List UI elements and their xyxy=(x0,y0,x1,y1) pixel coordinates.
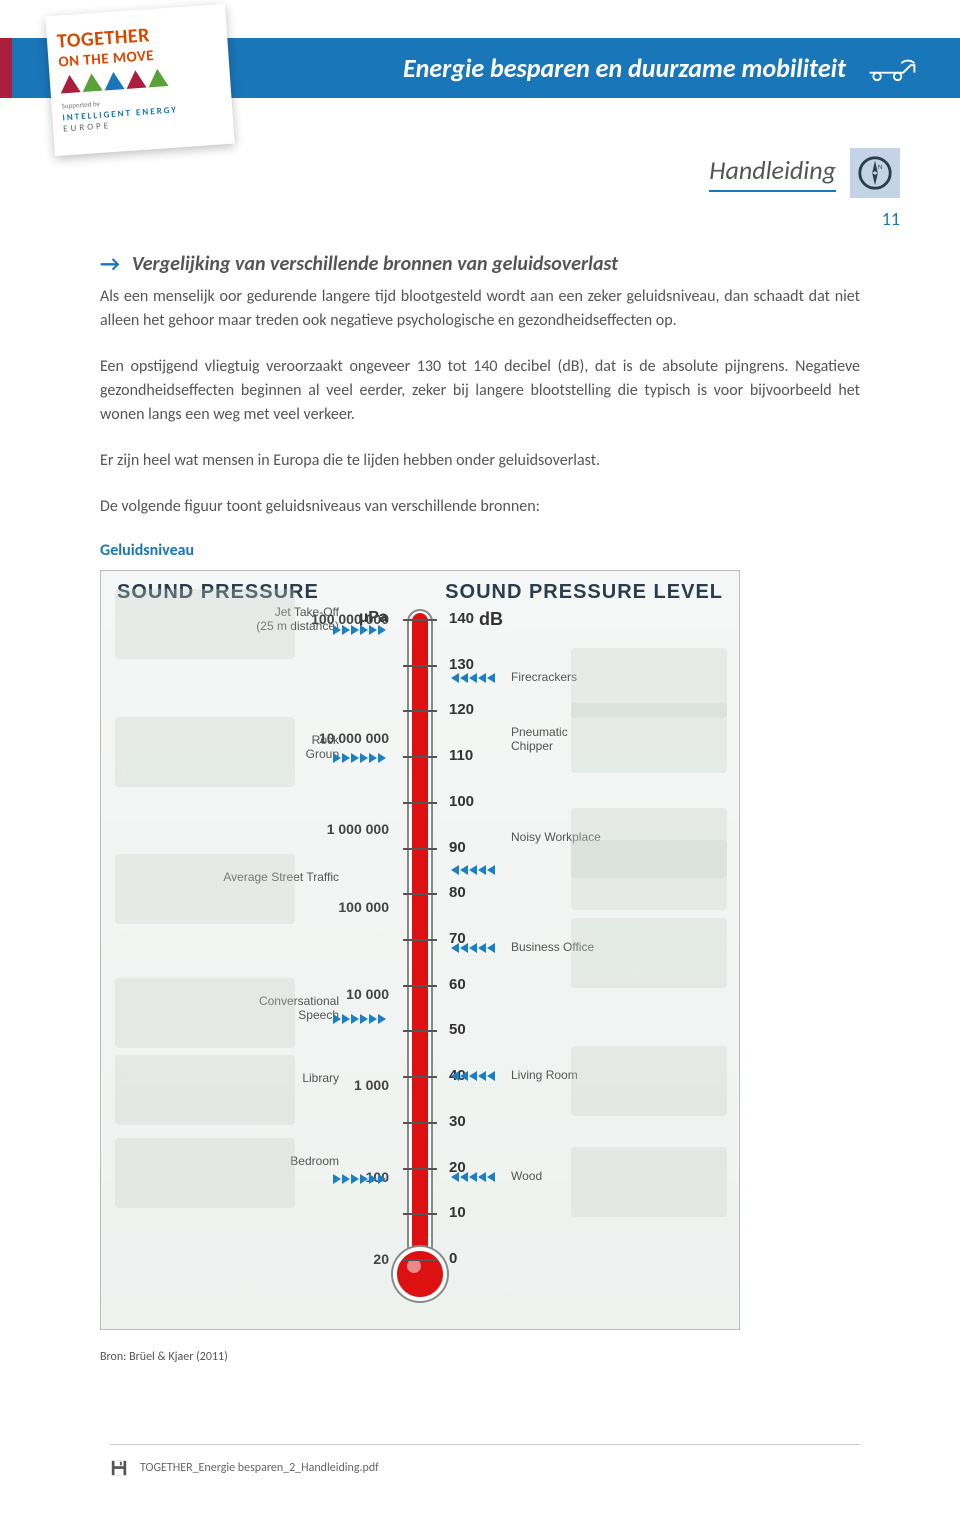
db-value: 100 xyxy=(449,793,474,810)
db-value: 30 xyxy=(449,1113,466,1130)
illustration xyxy=(115,1138,295,1208)
arrow-left-icon xyxy=(451,1071,495,1081)
upa-value: 20 xyxy=(289,1251,389,1267)
paragraph-2: Een opstijgend vliegtuig veroorzaakt ong… xyxy=(100,355,860,427)
tick xyxy=(403,985,437,987)
logo-card: TOGETHER ON THE MOVE Supported by INTELL… xyxy=(45,4,234,156)
tick xyxy=(403,1122,437,1124)
thermometer-bulb xyxy=(393,1247,447,1301)
db-value: 110 xyxy=(449,747,473,764)
right-source-label: Wood xyxy=(511,1169,542,1183)
header-title: Energie besparen en duurzame mobiliteit xyxy=(403,52,846,84)
arrow-left-icon xyxy=(451,943,495,953)
tick xyxy=(403,802,437,804)
chart-title: Geluidsniveau xyxy=(100,541,860,560)
save-icon xyxy=(110,1459,128,1477)
tick xyxy=(403,939,437,941)
paragraph-3: Er zijn heel wat mensen in Europa die te… xyxy=(100,449,860,473)
right-source-label: Firecrackers xyxy=(511,670,577,684)
db-value: 90 xyxy=(449,839,466,856)
tick xyxy=(403,710,437,712)
illustration xyxy=(115,978,295,1048)
illustration xyxy=(571,1147,727,1217)
illustration xyxy=(115,717,295,787)
right-source-label: PneumaticChipper xyxy=(511,725,568,753)
arrow-right-icon xyxy=(333,753,386,763)
db-value: 60 xyxy=(449,976,466,993)
tick xyxy=(403,619,437,621)
upa-value: 100 000 xyxy=(289,899,389,915)
illustration xyxy=(571,840,727,910)
page-number: 11 xyxy=(0,204,960,230)
arrow-right-icon xyxy=(333,625,386,635)
db-value: 130 xyxy=(449,656,474,673)
footer-filename: TOGETHER_Energie besparen_2_Handleiding.… xyxy=(140,1461,379,1475)
illustration xyxy=(571,1046,727,1116)
tick xyxy=(403,893,437,895)
illustration xyxy=(115,1055,295,1125)
arrow-right-icon xyxy=(333,1174,386,1184)
arrow-icon: → xyxy=(100,250,120,277)
db-value: 50 xyxy=(449,1021,466,1038)
paragraph-4: De volgende figuur toont geluidsniveaus … xyxy=(100,495,860,519)
db-value: 10 xyxy=(449,1204,466,1221)
illustration xyxy=(115,589,295,659)
paragraph-1: Als een menselijk oor gedurende langere … xyxy=(100,285,860,333)
tick xyxy=(403,1030,437,1032)
arrow-left-icon xyxy=(451,865,495,875)
tick xyxy=(403,756,437,758)
unit-db: dB xyxy=(479,609,503,630)
db-value: 140 xyxy=(449,610,474,627)
arrow-right-icon xyxy=(333,1014,386,1024)
tick xyxy=(403,848,437,850)
compass-icon: N xyxy=(850,148,900,198)
source-citation: Bron: Brüel & Kjaer (2011) xyxy=(100,1350,860,1364)
sound-pressure-chart: SOUND PRESSURE SOUND PRESSURE LEVEL µPad… xyxy=(100,570,740,1330)
arrow-left-icon xyxy=(451,673,495,683)
tick xyxy=(403,1076,437,1078)
cart-icon xyxy=(864,53,920,83)
arrow-left-icon xyxy=(451,1172,495,1182)
tick xyxy=(403,1168,437,1170)
svg-text:N: N xyxy=(878,163,882,171)
content: → Vergelijking van verschillende bronnen… xyxy=(0,230,960,1384)
tick xyxy=(403,1259,437,1261)
db-value: 120 xyxy=(449,701,474,718)
illustration xyxy=(571,703,727,773)
footer: TOGETHER_Energie besparen_2_Handleiding.… xyxy=(110,1444,860,1477)
sub-title: Handleiding xyxy=(709,154,836,192)
section-title: Vergelijking van verschillende bronnen v… xyxy=(132,252,618,276)
db-value: 0 xyxy=(449,1250,457,1267)
db-value: 80 xyxy=(449,884,466,901)
upa-value: 1 000 000 xyxy=(289,821,389,837)
chart-header-right: SOUND PRESSURE LEVEL xyxy=(445,581,723,604)
illustration xyxy=(571,918,727,988)
tick xyxy=(403,1213,437,1215)
right-source-label: Living Room xyxy=(511,1068,578,1082)
illustration xyxy=(115,854,295,924)
tick xyxy=(403,665,437,667)
